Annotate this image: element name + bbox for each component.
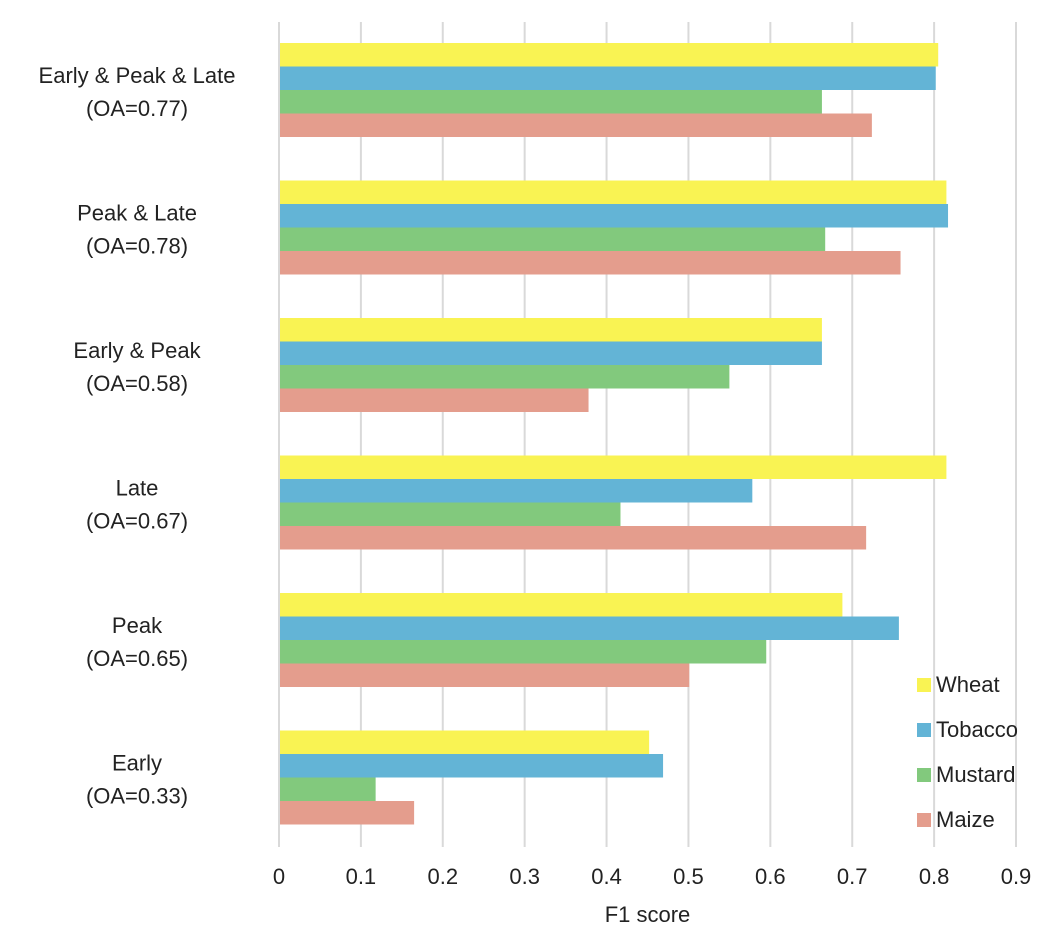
category-labels: Early & Peak & Late (OA=0.77) Peak & Late (… [39,63,236,809]
category-label: Early & Peak [73,338,201,363]
category-sublabel: (OA=0.65) [86,646,188,671]
legend: Wheat Tobacco Mustard Maize [917,672,1018,832]
legend-swatch-tobacco [917,723,931,737]
grid-lines [359,22,1017,847]
bar-maize [279,113,872,137]
bar-tobacco [279,754,664,778]
bar-tobacco [279,204,949,228]
bar-wheat [279,318,822,342]
bar-mustard [279,90,822,114]
x-tick-label: 0.1 [346,864,377,889]
x-tick-label: 0.2 [427,864,458,889]
bar-maize [279,251,901,275]
category-sublabel: (OA=0.67) [86,509,188,534]
x-tick-label: 0.7 [837,864,868,889]
legend-label-tobacco: Tobacco [936,717,1018,742]
bar-maize [279,388,589,412]
bar-mustard [279,227,826,251]
bar-wheat [279,455,947,479]
bar-mustard [279,777,376,801]
bar-tobacco [279,616,899,640]
bar-mustard [279,365,730,389]
x-tick-label: 0.5 [673,864,704,889]
category-label: Early [112,751,162,776]
bar-mustard [279,640,767,664]
category-label: Peak [112,613,163,638]
category-label: Late [116,476,159,501]
x-tick-label: 0.6 [755,864,786,889]
category-sublabel: (OA=0.33) [86,784,188,809]
bar-tobacco [279,479,753,503]
bar-tobacco [279,66,936,90]
legend-swatch-mustard [917,768,931,782]
legend-label-mustard: Mustard [936,762,1015,787]
x-tick-label: 0.4 [591,864,622,889]
x-axis-title: F1 score [605,902,691,927]
bar-wheat [279,180,947,204]
bar-wheat [279,593,843,617]
bar-wheat [279,43,939,67]
category-label: Peak & Late [77,201,197,226]
category-label: Early & Peak & Late [39,63,236,88]
x-tick-label: 0.8 [919,864,950,889]
category-sublabel: (OA=0.78) [86,234,188,259]
category-sublabel: (OA=0.77) [86,96,188,121]
legend-swatch-maize [917,813,931,827]
bar-maize [279,663,690,687]
category-sublabel: (OA=0.58) [86,371,188,396]
x-tick-label: 0 [273,864,285,889]
legend-label-wheat: Wheat [936,672,1000,697]
bar-tobacco [279,341,822,365]
x-tick-label: 0.3 [509,864,540,889]
legend-swatch-wheat [917,678,931,692]
bar-wheat [279,730,650,754]
bar-mustard [279,502,621,526]
x-tick-label: 0.9 [1001,864,1032,889]
legend-label-maize: Maize [936,807,995,832]
bar-maize [279,526,867,550]
bars [279,43,949,825]
bar-maize [279,801,415,825]
axes: 0 0.1 0.2 0.3 0.4 0.5 0.6 0.7 0.8 0.9 [273,22,1031,889]
